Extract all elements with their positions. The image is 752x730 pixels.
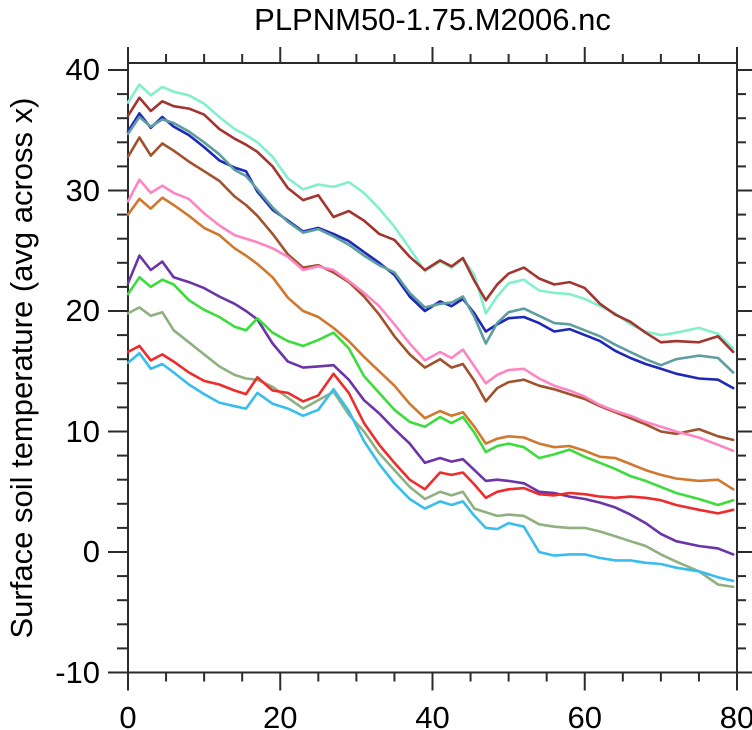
x-tick-label: 60 (567, 700, 602, 730)
series-line-brown-red (126, 96, 735, 354)
y-tick-label: 0 (82, 534, 100, 569)
series-line-cadet-blue (126, 115, 735, 374)
x-tick-label: 80 (719, 700, 752, 730)
chart-title: PLPNM50-1.75.M2006.nc (254, 2, 611, 37)
series-line-pink (126, 178, 735, 453)
series-line-dark-sea-green (126, 306, 735, 589)
y-tick-label: 30 (65, 172, 100, 208)
y-tick-label: 20 (65, 293, 100, 328)
y-tick-label: 10 (65, 413, 100, 449)
y-tick-label: 40 (65, 52, 100, 87)
y-tick-label: -10 (55, 654, 100, 690)
series-line-orange (126, 196, 735, 491)
x-tick-label: 40 (415, 700, 450, 730)
series-line-sky-blue (126, 351, 735, 583)
series-line-green (126, 275, 735, 507)
x-tick-label: 20 (263, 700, 298, 730)
series-line-purple (126, 254, 735, 556)
series-line-red (126, 344, 735, 515)
x-tick-label: 0 (119, 700, 137, 730)
series-line-sienna (126, 136, 735, 442)
series-line-navy-blue (126, 112, 735, 390)
